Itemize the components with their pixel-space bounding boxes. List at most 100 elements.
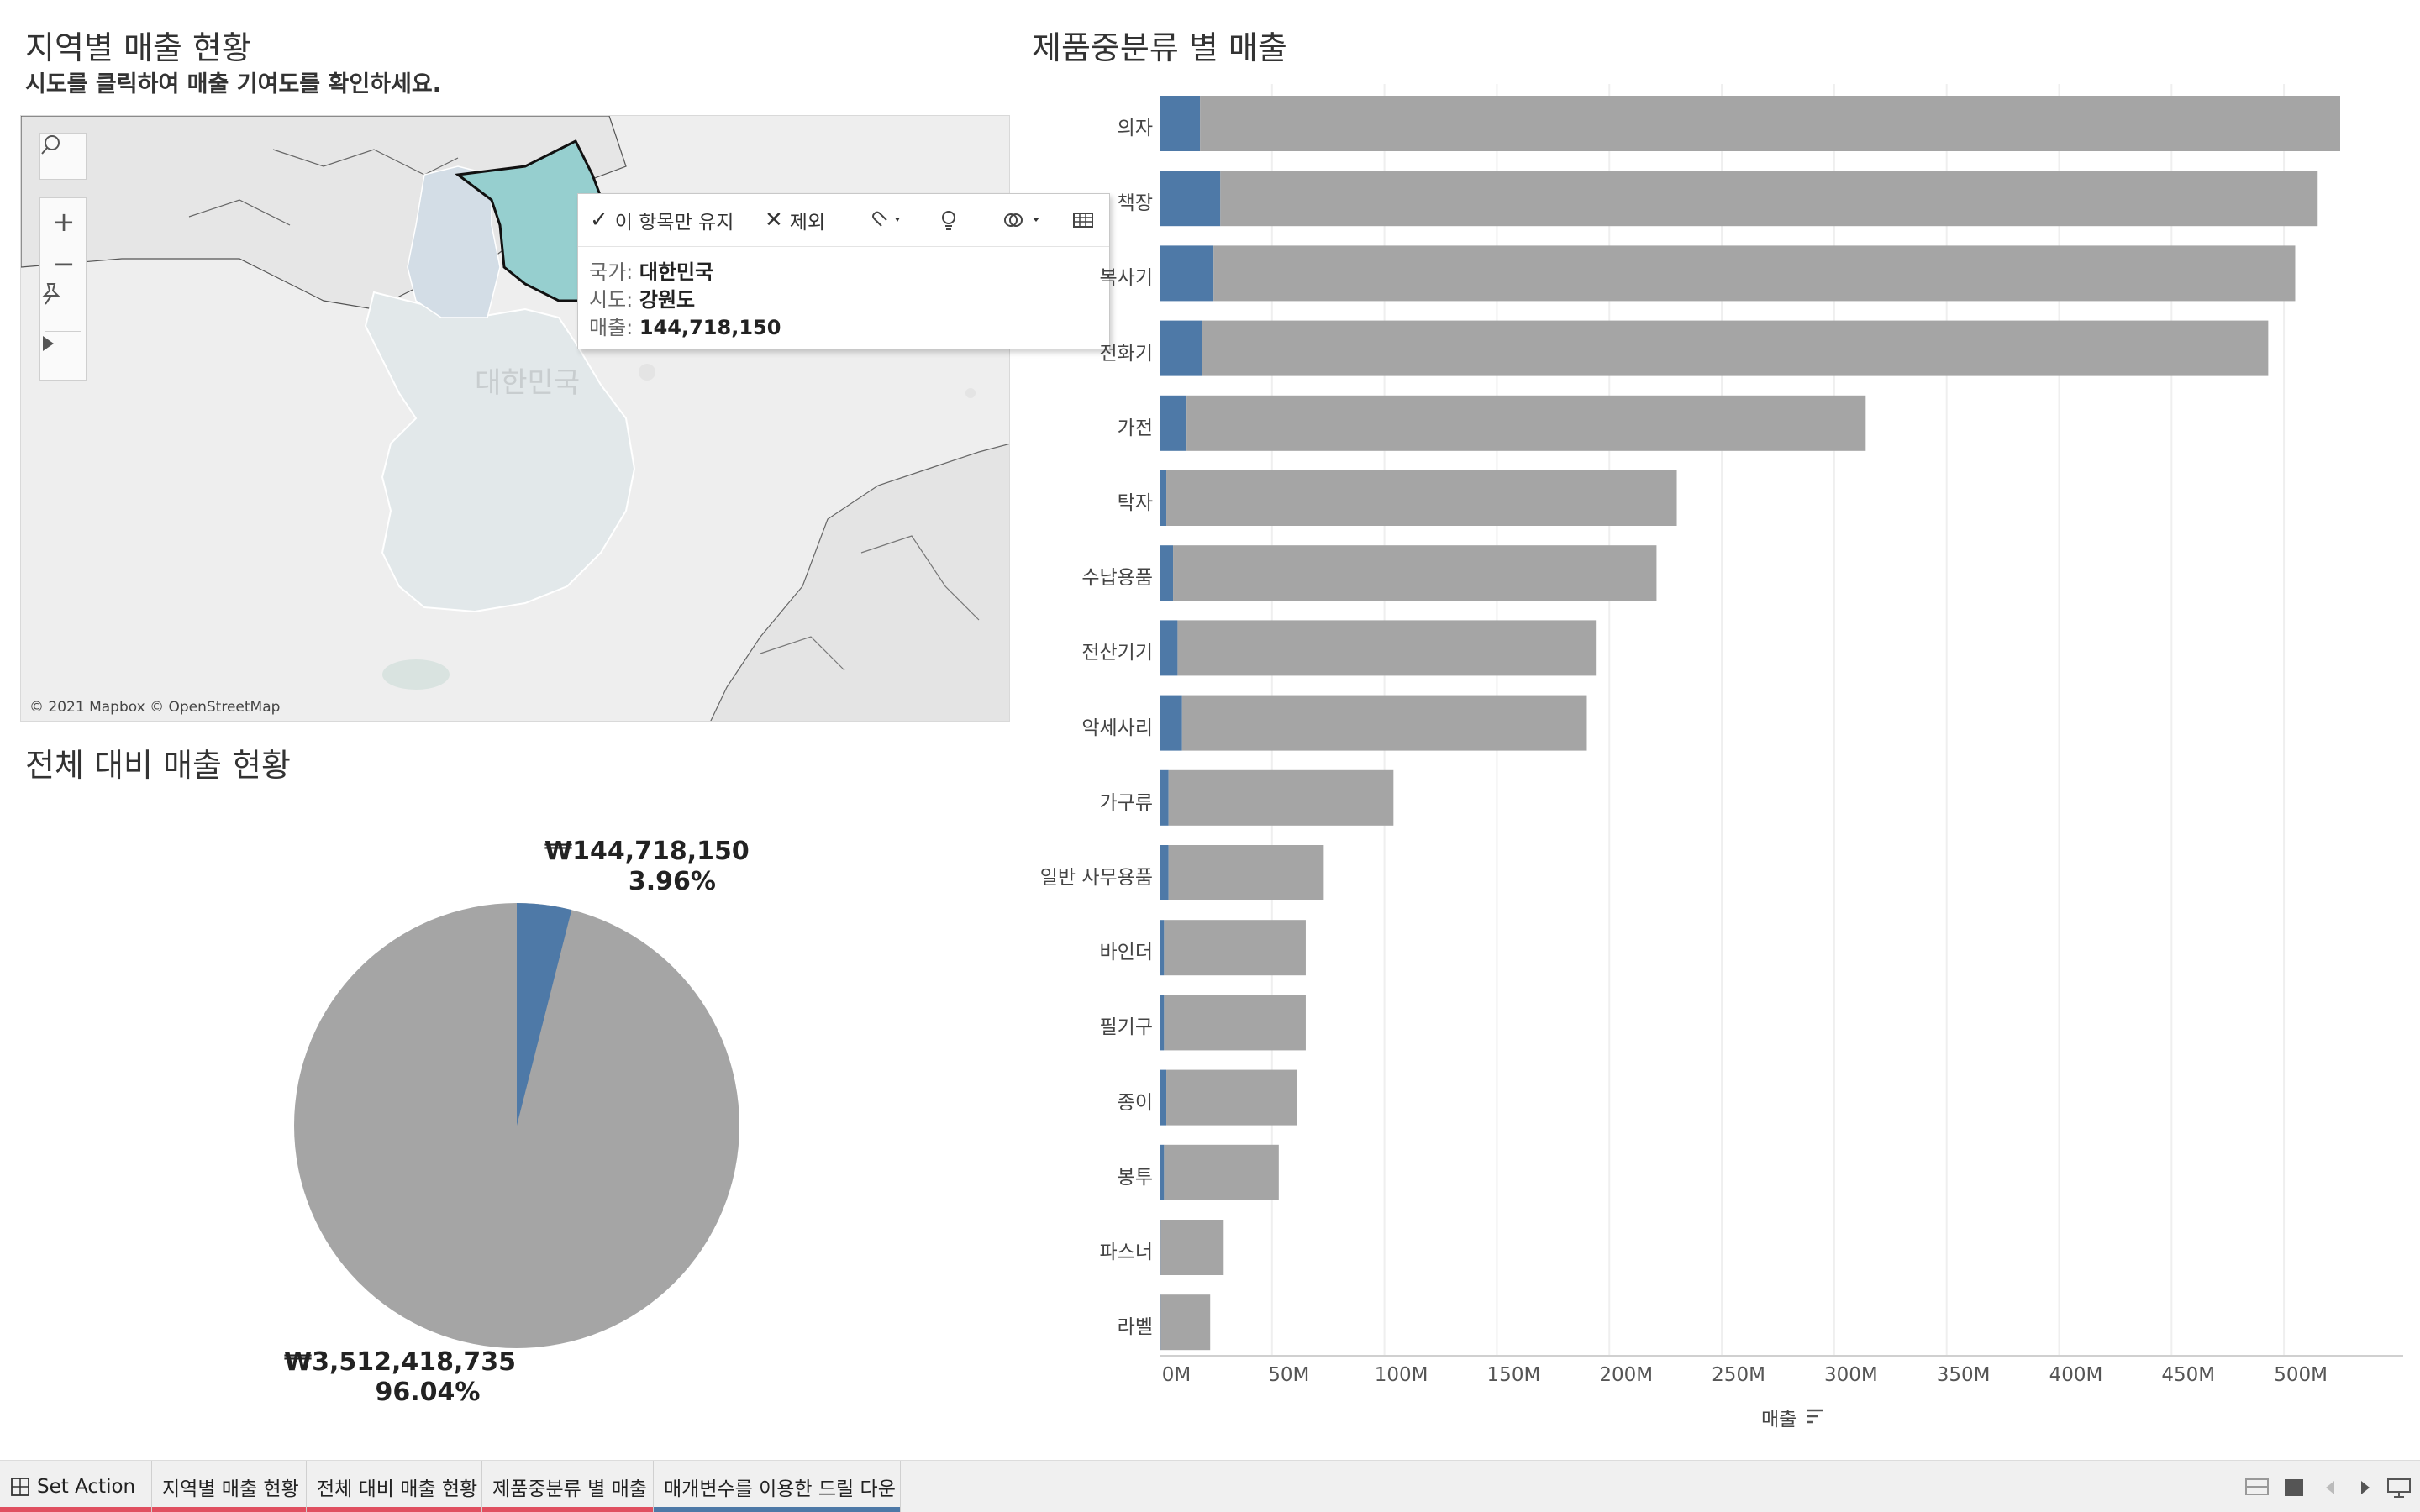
tooltip-key: 시도: [589, 288, 634, 312]
bar-segment-rest[interactable] [1160, 1294, 1211, 1351]
pie-label-rest: ₩3,512,418,735 96.04% [284, 1347, 516, 1408]
bar-segment-rest[interactable] [1200, 96, 2340, 151]
tab-label: 전체 대비 매출 현황 [317, 1478, 478, 1500]
bar-segment-selected[interactable] [1160, 845, 1169, 900]
bar-segment-selected[interactable] [1160, 995, 1165, 1051]
group-members-button[interactable] [868, 206, 905, 234]
next-sheet-icon[interactable] [2360, 1480, 2371, 1495]
bar-segment-selected[interactable] [1160, 920, 1165, 976]
bar-segment-rest[interactable] [1213, 245, 2296, 302]
x-axis-label: 매출 [1761, 1409, 1797, 1431]
bar-segment-rest[interactable] [1177, 620, 1597, 676]
pie-title: 전체 대비 매출 현황 [25, 747, 291, 784]
tooltip-value: 대한민국 [639, 260, 714, 284]
bar-segment-selected[interactable] [1160, 769, 1169, 826]
bar-segment-rest[interactable] [1160, 1220, 1224, 1275]
tab-color-bar [0, 1507, 151, 1512]
tab-color-bar [654, 1507, 900, 1512]
x-axis-title[interactable]: 매출 [1761, 1403, 1827, 1431]
bar-segment-rest[interactable] [1164, 920, 1306, 976]
bar-category-label: 전화기 [1099, 342, 1153, 365]
bar-segment-rest[interactable] [1164, 995, 1306, 1051]
bar-segment-selected[interactable] [1160, 695, 1182, 751]
bar-segment-rest[interactable] [1220, 171, 2318, 227]
bar-category-label: 파스너 [1099, 1242, 1153, 1263]
zoom-out-button[interactable]: − [52, 248, 76, 280]
bar-category-label: 의자 [1117, 118, 1153, 139]
map-expand-button[interactable] [40, 334, 87, 381]
tab-label: 매개변수를 이용한 드릴 다운 [664, 1478, 896, 1500]
link-icon [1004, 213, 1039, 227]
keep-only-label: 이 항목만 유지 [614, 212, 734, 234]
tab-drill-down[interactable]: 매개변수를 이용한 드릴 다운 [654, 1461, 901, 1512]
tooltip-value: 강원도 [639, 288, 696, 312]
filmstrip-icon[interactable] [2245, 1478, 2269, 1495]
zoom-in-button[interactable]: + [52, 206, 76, 238]
grid-icon [11, 1478, 29, 1496]
pin-button[interactable] [40, 282, 87, 329]
bar-segment-rest[interactable] [1181, 695, 1587, 751]
bar-segment-selected[interactable] [1160, 1069, 1167, 1126]
lightbulb-icon [942, 211, 955, 230]
tab-region-sales[interactable]: 지역별 매출 현황 [152, 1461, 307, 1512]
bar-segment-rest[interactable] [1168, 845, 1324, 900]
check-icon: ✓ [590, 207, 608, 233]
share-pie-chart[interactable] [286, 895, 748, 1357]
bar-segment-selected[interactable] [1160, 96, 1201, 151]
x-tick-label: 100M [1374, 1364, 1428, 1386]
bar-segment-rest[interactable] [1186, 395, 1866, 451]
bar-segment-selected[interactable] [1160, 470, 1167, 526]
bar-chart-title: 제품중분류 별 매출 [1032, 29, 1287, 66]
tooltip-row-country: 국가: 대한민국 [589, 255, 713, 285]
pie-label-percent: 3.96% [628, 867, 716, 896]
create-set-button[interactable] [1002, 206, 1050, 234]
bar-segment-selected[interactable] [1160, 395, 1187, 451]
bar-category-label: 수납용품 [1081, 567, 1153, 590]
x-tick-label: 50M [1268, 1364, 1310, 1386]
map-title: 지역별 매출 현황 [25, 29, 251, 66]
presentation-icon[interactable] [2386, 1477, 2412, 1499]
sort-icon[interactable] [1803, 1407, 1827, 1427]
x-tick-label: 200M [1599, 1364, 1654, 1386]
view-data-button[interactable] [1072, 206, 1094, 234]
map-search-group [39, 133, 87, 180]
bar-segment-selected[interactable] [1160, 171, 1221, 227]
pie-slice-selected[interactable] [517, 903, 572, 1126]
table-icon [1073, 213, 1093, 228]
tab-set-action[interactable]: Set Action [0, 1461, 152, 1512]
x-tick-label: 250M [1712, 1364, 1765, 1386]
tab-total-share[interactable]: 전체 대비 매출 현황 [307, 1461, 482, 1512]
bar-chart-plot[interactable] [1160, 84, 2403, 1357]
bar-category-labels: 의자 책장 복사기 전화기 가전 탁자 수납용품 전산기기 악세사리 가구류 일반 사무용품 바인더 필… [1008, 84, 1153, 1344]
x-tick-label: 500M [2274, 1364, 2328, 1386]
keep-only-button[interactable]: ✓ 이 항목만 유지 [590, 206, 734, 234]
bar-segment-rest[interactable] [1168, 769, 1394, 826]
prev-sheet-icon[interactable] [2324, 1480, 2336, 1495]
bar-category-label: 바인더 [1099, 942, 1153, 964]
bar-segment-selected[interactable] [1160, 320, 1202, 376]
x-tick-label: 300M [1823, 1364, 1878, 1386]
bar-segment-selected[interactable] [1160, 545, 1174, 601]
selection-tooltip: ✓ 이 항목만 유지 ✕ 제외 [577, 193, 1110, 349]
bar-segment-rest[interactable] [1164, 1144, 1279, 1200]
bar-category-label: 종이 [1117, 1091, 1153, 1114]
tooltip-key: 매출: [589, 316, 634, 339]
bar-segment-rest[interactable] [1202, 320, 2269, 376]
map-search-button[interactable] [40, 134, 87, 181]
bar-segment-selected[interactable] [1160, 245, 1214, 302]
x-tick-label: 0M [1161, 1364, 1192, 1386]
explain-data-button[interactable] [938, 206, 960, 234]
bar-segment-rest[interactable] [1166, 1069, 1297, 1126]
bar-category-label: 필기구 [1099, 1016, 1153, 1039]
bar-segment-rest[interactable] [1173, 545, 1657, 601]
bar-segment-selected[interactable] [1160, 620, 1178, 676]
close-icon: ✕ [765, 207, 783, 233]
map-zoom-group: + − [39, 197, 87, 381]
exclude-button[interactable]: ✕ 제외 [765, 206, 825, 234]
bar-category-label: 가전 [1117, 417, 1153, 439]
play-arrow-icon [43, 336, 54, 351]
single-sheet-icon[interactable] [2284, 1478, 2304, 1497]
tab-category-sales[interactable]: 제품중분류 별 매출 [482, 1461, 654, 1512]
bar-segment-selected[interactable] [1160, 1144, 1165, 1200]
bar-segment-rest[interactable] [1166, 470, 1677, 526]
